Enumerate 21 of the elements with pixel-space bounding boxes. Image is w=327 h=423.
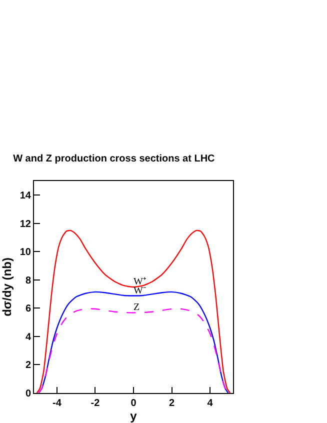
series-label: Z: [134, 302, 140, 314]
x-tick-label: -2: [90, 398, 100, 409]
y-axis-title: dσ/dy (nb): [0, 258, 14, 316]
x-tick-label: 4: [207, 398, 214, 409]
x-tick-label: -4: [52, 398, 62, 409]
line-series: [38, 308, 229, 393]
y-tick-label: 14: [20, 190, 32, 202]
y-tick-label: 6: [25, 304, 32, 315]
y-tick-label: 4: [25, 332, 32, 343]
series-label: W⁻: [134, 285, 147, 296]
x-axis-title: y: [130, 409, 138, 423]
line-series: [36, 230, 231, 393]
chart-title: W and Z production cross sections at LHC: [13, 154, 215, 164]
y-tick-label: 10: [20, 247, 32, 258]
y-tick-label: 2: [25, 360, 32, 372]
y-tick-label: 0: [25, 388, 32, 400]
y-tick-label: 12: [20, 218, 32, 230]
x-tick-label: 2: [168, 398, 175, 409]
y-tick-label: 8: [25, 275, 32, 286]
series-label: W⁺: [134, 276, 147, 288]
x-tick-label: 0: [130, 398, 137, 409]
